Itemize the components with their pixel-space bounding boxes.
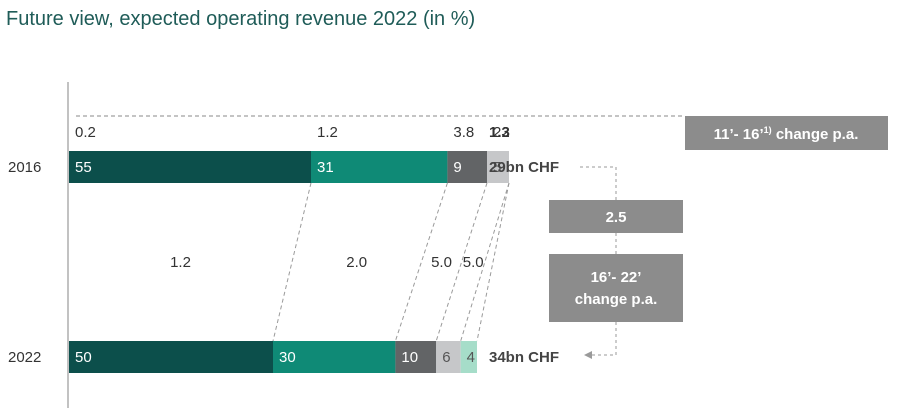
- bar-segment-2016-3: [447, 151, 487, 183]
- change-11-16-value-3: 3.8: [453, 124, 474, 141]
- change-11-16-value-2: 1.2: [317, 124, 338, 141]
- change-16-22-value-2: 2.0: [346, 254, 367, 271]
- change-16-22-label-line1: 16’- 22’: [591, 269, 642, 286]
- bar-segment-2022-2: [273, 341, 396, 373]
- change-16-22-label-line2: change p.a.: [575, 291, 658, 308]
- chart-title: Future view, expected operating revenue …: [6, 8, 475, 30]
- data-label-2016-1: 55: [75, 159, 92, 176]
- bar-segment-2016-4: [487, 151, 509, 183]
- change-11-16-label: 11’- 16’1) change p.a.: [714, 125, 859, 143]
- category-label-2022: 2022: [8, 349, 41, 366]
- bar-segment-2016-1: [69, 151, 311, 183]
- data-label-2016-2: 31: [317, 159, 334, 176]
- change-11-16-box: [685, 116, 888, 150]
- change-16-22-value-3: 5.0: [431, 254, 452, 271]
- data-label-2022-5: 4: [467, 349, 475, 366]
- flow-line-top: [580, 166, 617, 200]
- side-annotations: 11’- 16’1) change p.a. 2.5 16’- 22’ change …: [549, 116, 888, 359]
- data-label-2022-1: 50: [75, 349, 92, 366]
- total-label-2016: 29bn CHF: [489, 159, 559, 176]
- change-16-22-value-4: 5.0: [463, 254, 484, 271]
- connector-lines: [272, 182, 510, 342]
- bar-segment-2016-2: [311, 151, 448, 183]
- arrow-left-icon: [584, 351, 592, 359]
- change-11-16-value-4: 22: [493, 124, 510, 141]
- data-label-2022-2: 30: [279, 349, 296, 366]
- data-label-2016-3: 9: [453, 159, 461, 176]
- category-label-2016: 2016: [8, 159, 41, 176]
- change-16-22-total: 2.5: [606, 209, 627, 226]
- change-16-22-box: [549, 254, 683, 322]
- connector-line-5: [476, 182, 510, 342]
- change-11-16-total: 1.3: [489, 124, 510, 141]
- data-label-2016-4: 5: [493, 159, 501, 176]
- change-16-22-value-1: 1.2: [170, 254, 191, 271]
- data-label-2022-3: 10: [401, 349, 418, 366]
- flow-line-bottom: [592, 322, 617, 356]
- data-label-2022-4: 6: [442, 349, 450, 366]
- bars-group: [69, 151, 509, 373]
- bar-segment-2022-5: [460, 341, 477, 373]
- bar-segment-2022-4: [436, 341, 461, 373]
- connector-line-1: [272, 182, 312, 342]
- total-label-2022: 34bn CHF: [489, 349, 559, 366]
- change-16-22-total-box: [549, 200, 683, 233]
- bar-segment-2022-1: [69, 341, 273, 373]
- bar-segment-2022-3: [395, 341, 437, 373]
- change-11-16-value-1: 0.2: [75, 124, 96, 141]
